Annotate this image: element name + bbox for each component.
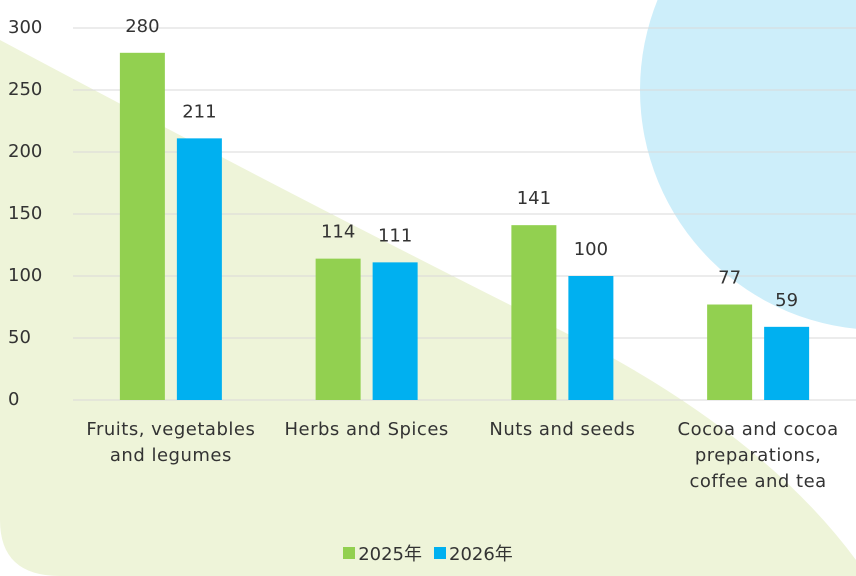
y-tick-label: 250 bbox=[8, 79, 42, 100]
x-tick-label: Herbs and Spices bbox=[277, 417, 457, 443]
bar bbox=[120, 53, 165, 400]
legend-label: 2026年 bbox=[449, 540, 513, 566]
bar bbox=[177, 138, 222, 400]
y-tick-label: 300 bbox=[8, 17, 42, 38]
y-tick-label: 200 bbox=[8, 141, 42, 162]
y-tick-label: 150 bbox=[8, 203, 42, 224]
legend-swatch bbox=[434, 547, 446, 559]
background-circle bbox=[640, 0, 856, 330]
y-tick-label: 50 bbox=[8, 327, 31, 348]
bar bbox=[316, 259, 361, 400]
y-tick-label: 0 bbox=[8, 389, 19, 410]
bar bbox=[373, 262, 418, 400]
x-tick-label: Cocoa and cocoa preparations, coffee and… bbox=[668, 417, 848, 495]
legend: 2025年 2026年 bbox=[0, 540, 856, 566]
bar bbox=[511, 225, 556, 400]
legend-label: 2025年 bbox=[358, 540, 422, 566]
legend-item: 2025年 bbox=[343, 540, 422, 566]
legend-swatch bbox=[343, 547, 355, 559]
value-label: 111 bbox=[378, 225, 412, 246]
x-tick-label: Fruits, vegetables and legumes bbox=[81, 417, 261, 469]
value-label: 77 bbox=[718, 268, 741, 289]
value-label: 141 bbox=[517, 188, 551, 209]
y-tick-label: 100 bbox=[8, 265, 42, 286]
value-label: 59 bbox=[775, 290, 798, 311]
bar bbox=[707, 305, 752, 400]
value-label: 280 bbox=[125, 16, 159, 37]
chart: 0 50 100 150 200 250 300 280 211 114 111 141 100 77 59… bbox=[0, 0, 856, 576]
value-label: 100 bbox=[574, 239, 608, 260]
legend-item: 2026年 bbox=[434, 540, 513, 566]
bar bbox=[764, 327, 809, 400]
value-label: 114 bbox=[321, 222, 355, 243]
x-tick-label: Nuts and seeds bbox=[472, 417, 652, 443]
bar bbox=[568, 276, 613, 400]
value-label: 211 bbox=[182, 101, 216, 122]
